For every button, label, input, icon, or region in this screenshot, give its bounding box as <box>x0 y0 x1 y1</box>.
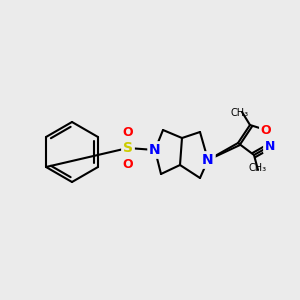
Text: N: N <box>202 153 214 167</box>
Text: N: N <box>265 140 275 152</box>
Text: N: N <box>202 153 214 167</box>
Text: O: O <box>123 125 133 139</box>
Text: N: N <box>265 140 275 152</box>
Text: O: O <box>123 125 133 139</box>
Text: O: O <box>261 124 271 136</box>
Text: CH₃: CH₃ <box>231 108 249 118</box>
Text: CH₃: CH₃ <box>249 163 267 173</box>
Text: N: N <box>149 143 161 157</box>
Text: N: N <box>149 143 161 157</box>
Text: S: S <box>123 141 133 155</box>
Text: O: O <box>123 158 133 170</box>
Text: O: O <box>123 158 133 170</box>
Text: S: S <box>123 141 133 155</box>
Text: O: O <box>261 124 271 136</box>
